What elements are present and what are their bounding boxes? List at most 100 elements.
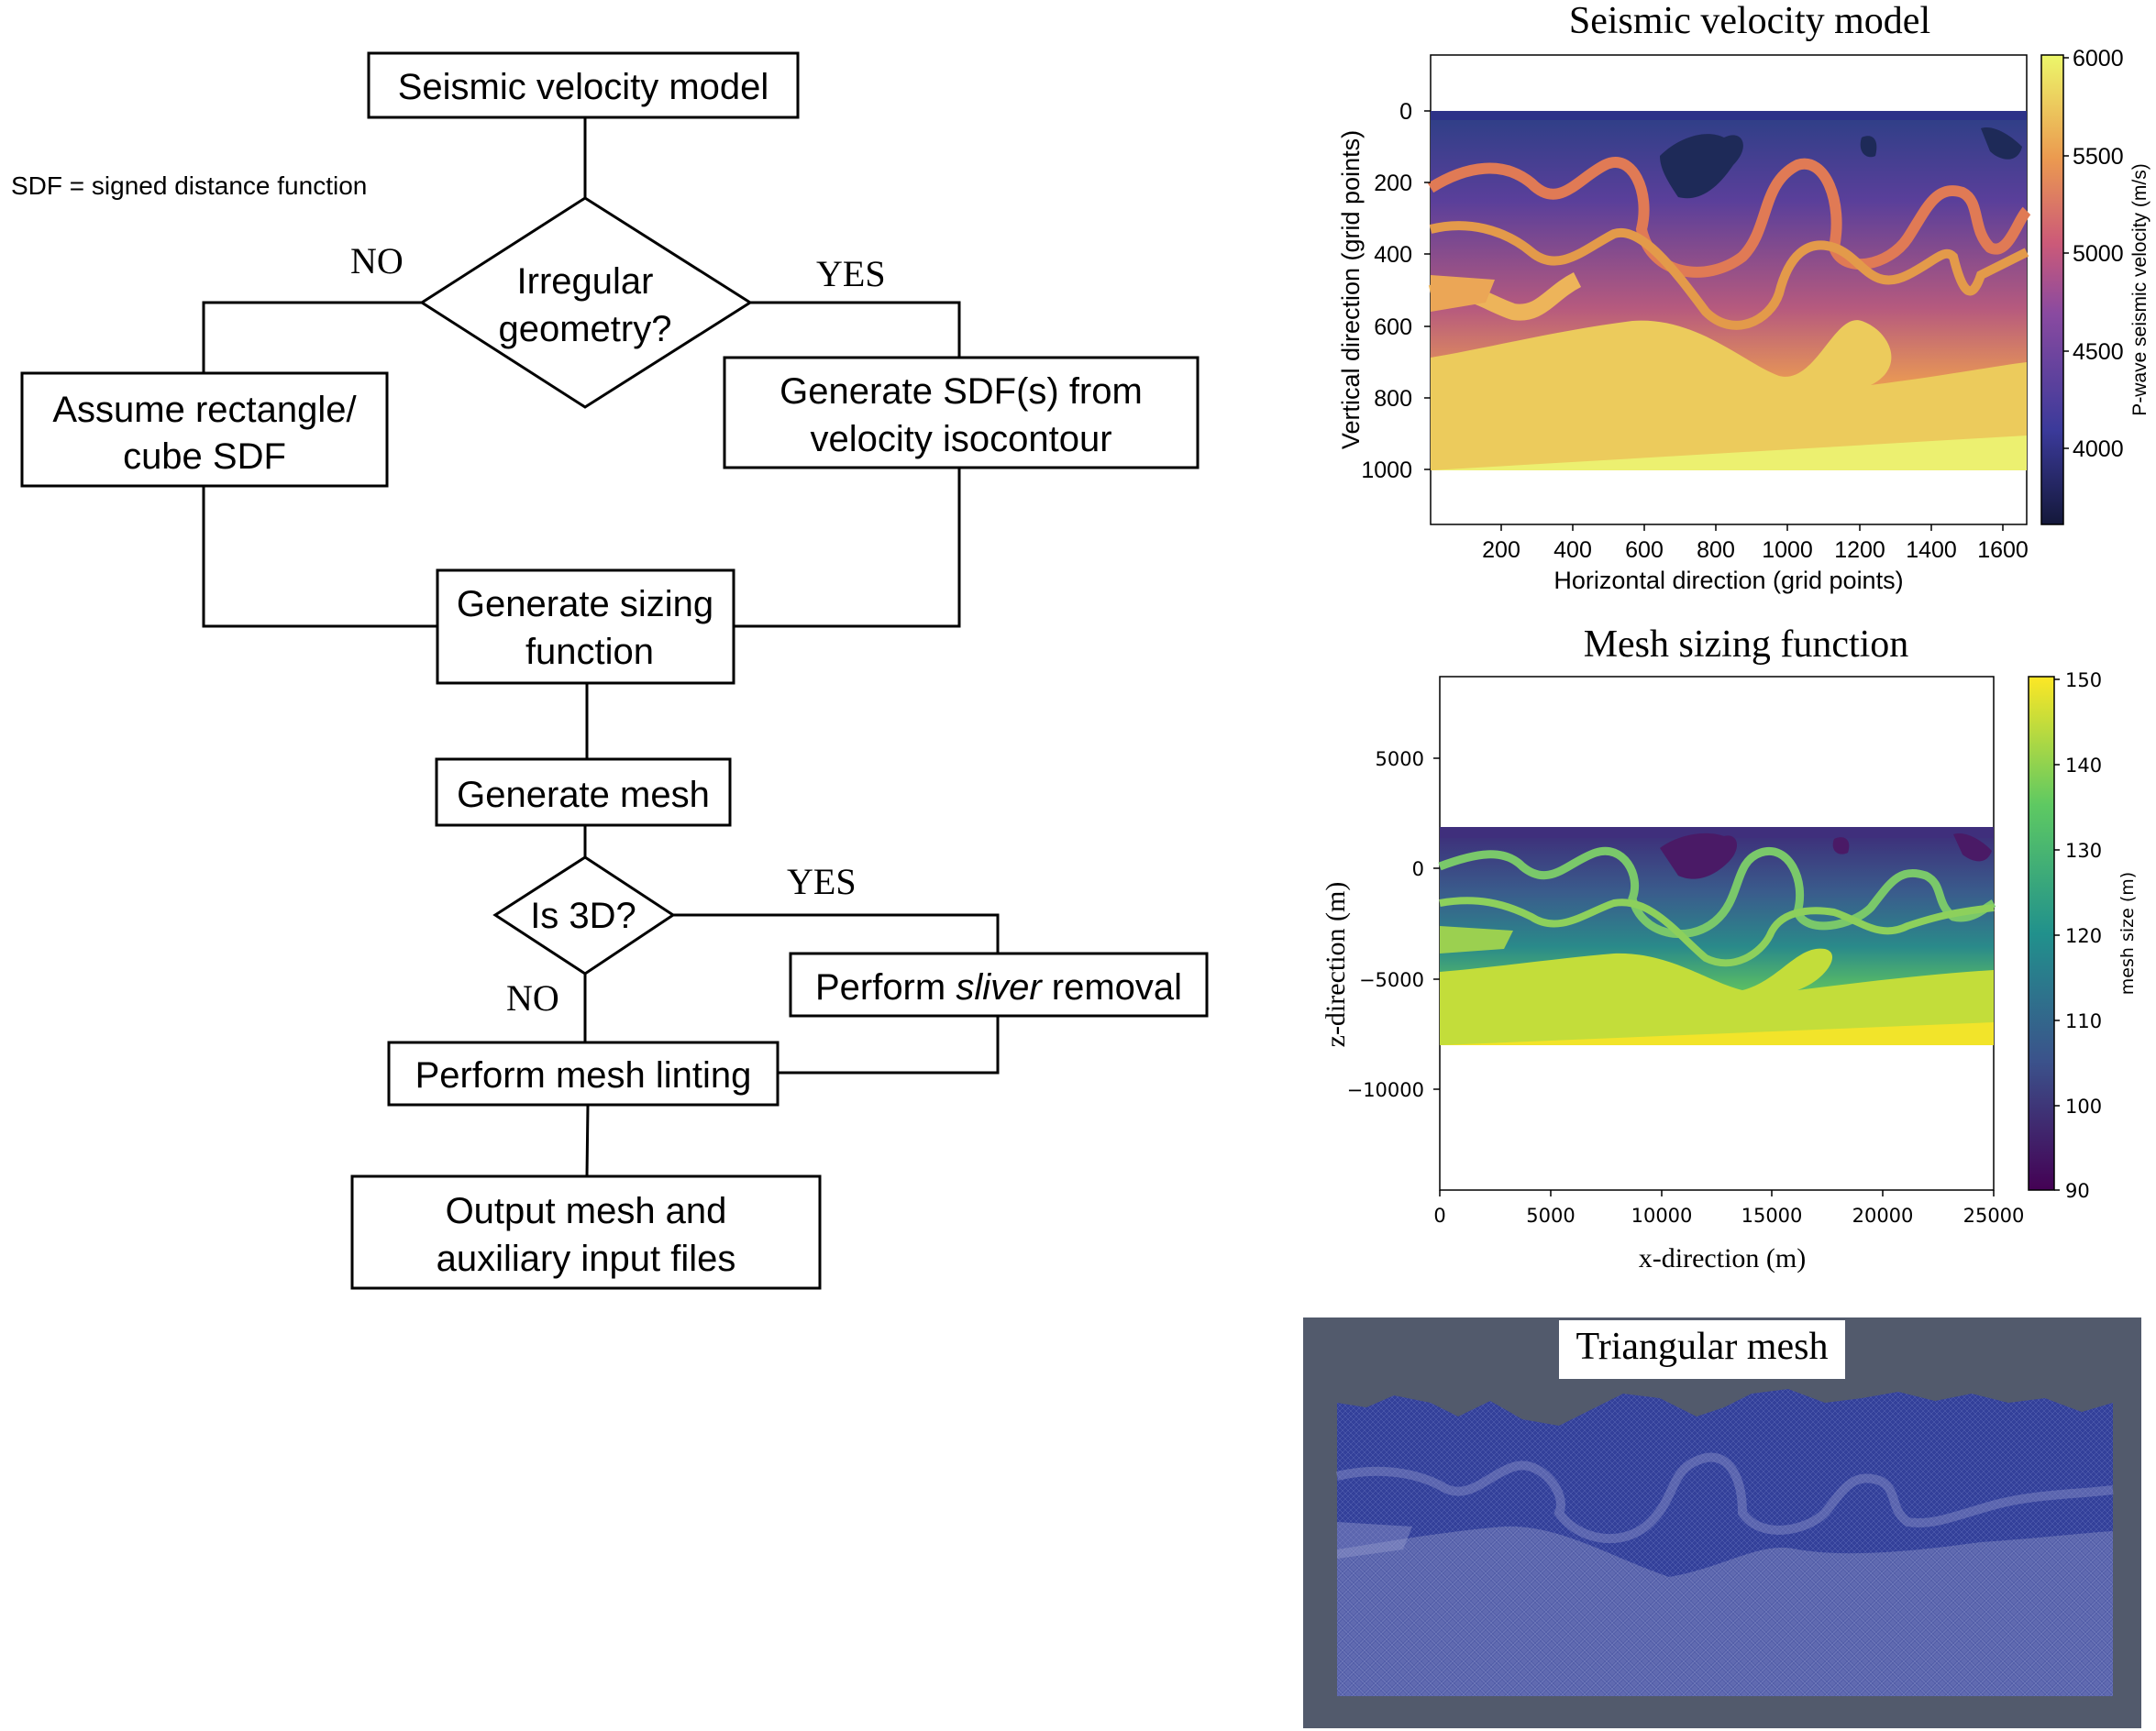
sizing-line1: Generate sizing [457,584,713,624]
sizing-xtick: 15000 [1741,1205,1803,1227]
decision-is-3d-label: Is 3D? [530,896,636,936]
velocity-xtick: 1400 [1906,537,1957,563]
sizing-ytick: 0 [1412,858,1424,880]
assume-line2: cube SDF [123,436,286,477]
sliver-italic: sliver [956,967,1043,1008]
branch-no-label-2: NO [506,977,559,1019]
linting-label: Perform mesh linting [415,1055,752,1096]
connector-sliver-lint [778,1016,1000,1075]
branch-yes-label-1: YES [816,253,886,294]
sizing-function-node: Generate sizing function [436,568,735,685]
velocity-xlabel: Horizontal direction (grid points) [1553,567,1903,594]
start-node-label: Seismic velocity model [398,67,769,107]
velocity-title: Seismic velocity model [1569,0,1930,42]
sliver-suffix: removal [1042,967,1182,1008]
velocity-xtick: 1600 [1977,537,2029,563]
velocity-cbtick: 4000 [2073,436,2124,462]
start-node: Seismic velocity model [367,51,800,119]
assume-line1: Assume rectangle/ [52,390,357,430]
sliver-removal-node: Perform sliver removal [789,952,1209,1018]
mesh-linting-node: Perform mesh linting [387,1041,779,1107]
sizing-xlabel: x-direction (m) [1639,1243,1806,1273]
generate-sdf-node: Generate SDF(s) from velocity isocontour [723,356,1200,469]
triangular-mesh-panel: Triangular mesh [1303,1318,2141,1728]
decision-is-3d: Is 3D? [492,855,676,976]
velocity-xtick: 600 [1625,537,1664,563]
branch-no-label-1: NO [350,240,404,281]
velocity-colorbar [2040,54,2064,525]
output-line2: auxiliary input files [437,1239,736,1279]
sliver-prefix: Perform [815,967,956,1008]
generate-sdf-line1: Generate SDF(s) from [779,371,1143,412]
sizing-cbtick: 100 [2065,1096,2102,1118]
sizing-xticks: 0 5000 10000 15000 20000 25000 [1433,1190,2024,1227]
output-line1: Output mesh and [446,1191,727,1231]
connector-lint-output [585,1104,590,1177]
velocity-ytick: 800 [1374,386,1412,412]
sizing-ytick: 5000 [1376,748,1424,770]
mesh-title: Triangular mesh [1576,1326,1829,1368]
sizing-xtick: 25000 [1963,1205,2025,1227]
velocity-ylabel: Vertical direction (grid points) [1337,130,1365,449]
velocity-ytick: 600 [1374,314,1412,340]
sizing-cbtick: 90 [2065,1180,2090,1202]
sizing-image [1438,827,1996,1045]
sizing-title: Mesh sizing function [1584,623,1909,666]
mesh-image [1335,1389,2114,1696]
mesh-title-box [1559,1320,1845,1379]
velocity-yticks: 0 200 400 600 800 1000 [1361,99,1431,483]
sizing-colorbar [2028,676,2055,1191]
velocity-cbtick: 4500 [2073,339,2124,365]
output-node: Output mesh and auxiliary input files [350,1174,822,1290]
branch-yes-label-2: YES [787,861,857,902]
sizing-cbtick: 120 [2065,925,2102,947]
sizing-yticks: 5000 0 −5000 −10000 [1347,748,1440,1101]
sizing-ytick: −10000 [1347,1079,1424,1101]
sdf-note: SDF = signed distance function [11,171,367,200]
sizing-ylabel: z-direction (m) [1321,882,1351,1048]
sizing-cbtick: 110 [2065,1010,2102,1032]
decision-irregular-line1: Irregular [517,261,654,302]
velocity-xtick: 1200 [1834,537,1885,563]
connector-yes-sdf [750,301,961,358]
velocity-xtick: 800 [1697,537,1735,563]
velocity-colorbar-label: P-wave seismic velocity (m/s) [2129,163,2150,415]
generate-mesh-label: Generate mesh [457,775,710,815]
sizing-ytick: −5000 [1359,969,1424,991]
velocity-xtick: 200 [1482,537,1520,563]
sizing-cbtick: 150 [2065,669,2102,691]
velocity-ytick: 400 [1374,242,1412,268]
velocity-ytick: 0 [1399,99,1412,125]
velocity-model-panel: Seismic velocity model [1337,0,2150,594]
sliver-label: Perform sliver removal [815,967,1182,1008]
flowchart: SDF = signed distance function Seismic v… [11,51,1209,1290]
sizing-line2: function [525,632,654,672]
velocity-cbtick: 6000 [2073,46,2124,72]
connector-sdf-sizing [734,468,961,628]
generate-mesh-node: Generate mesh [435,757,732,827]
velocity-cbtick: 5500 [2073,144,2124,170]
velocity-xticks: 200 400 600 800 1000 1200 1400 1600 [1482,524,2029,563]
sizing-xtick: 10000 [1631,1205,1693,1227]
connector-no-assume [202,301,422,373]
sizing-cbticks: 150 140 130 120 110 100 90 [2054,669,2102,1202]
generate-sdf-line2: velocity isocontour [810,419,1111,459]
sizing-xtick: 5000 [1526,1205,1575,1227]
velocity-ytick: 200 [1374,171,1412,196]
connector-yes-sliver [673,913,1000,954]
sizing-colorbar-label: mesh size (m) [2117,872,2138,995]
velocity-cbticks: 6000 5500 5000 4500 4000 [2063,46,2124,462]
sizing-cbtick: 140 [2065,755,2102,777]
assume-rectangle-node: Assume rectangle/ cube SDF [20,371,389,488]
velocity-xtick: 1000 [1762,537,1813,563]
velocity-xtick: 400 [1553,537,1592,563]
sizing-cbtick: 130 [2065,840,2102,862]
decision-irregular-geometry: Irregular geometry? [419,196,753,409]
sizing-xtick: 20000 [1852,1205,1914,1227]
mesh-sizing-panel: Mesh sizing function 5000 0 −5000 −10000 [1321,623,2138,1273]
velocity-cbtick: 5000 [2073,241,2124,267]
connector-assume-sizing [202,486,437,628]
velocity-ytick: 1000 [1361,458,1412,483]
velocity-image [1427,111,2031,470]
